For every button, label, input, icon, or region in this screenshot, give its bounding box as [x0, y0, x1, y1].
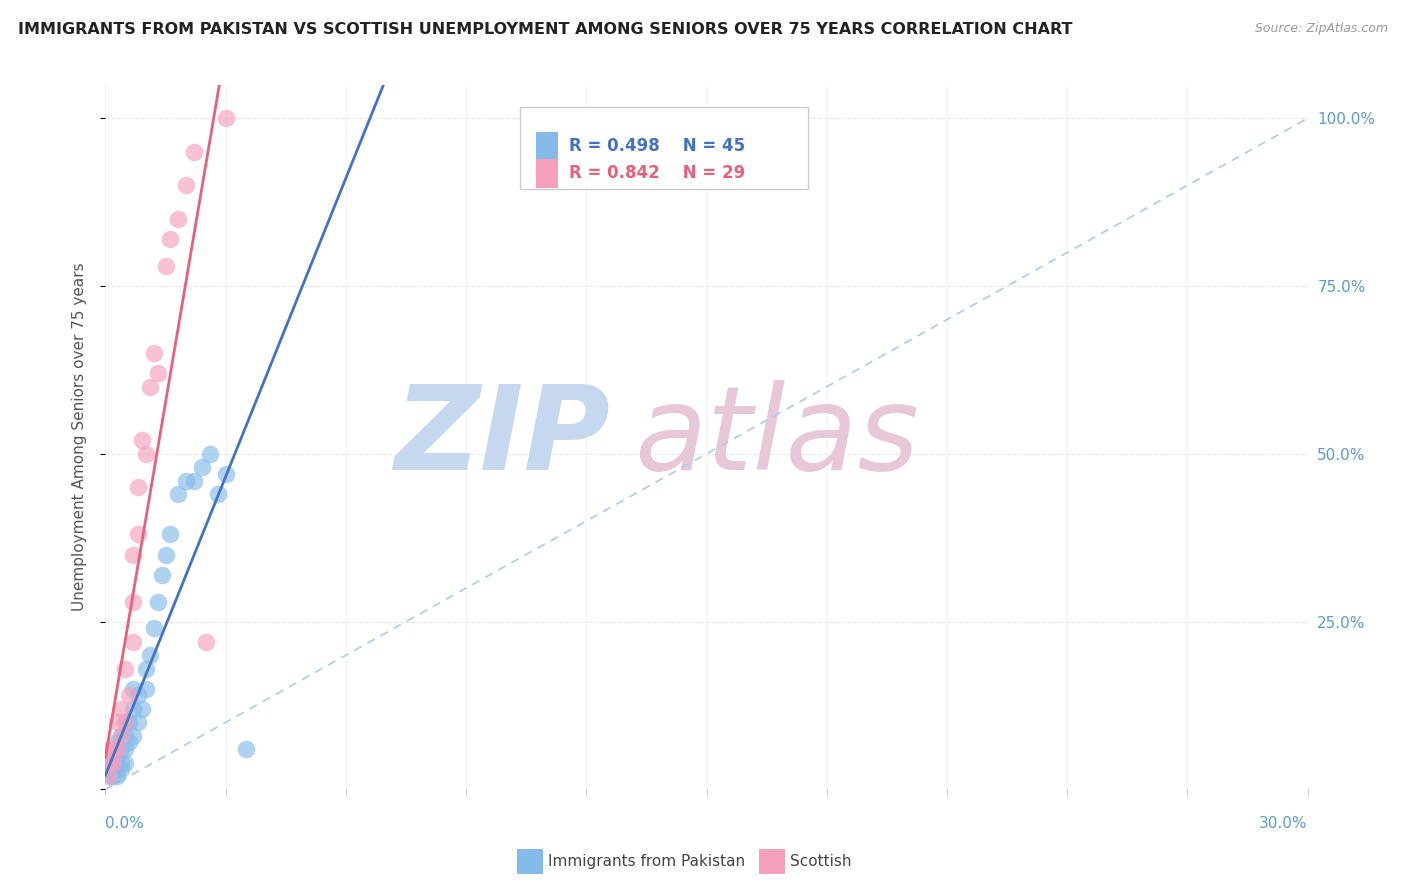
- Point: [98, 742, 121, 756]
- Point: [198, 447, 221, 461]
- Point: [103, 756, 125, 770]
- Point: [122, 702, 145, 716]
- Point: [103, 742, 125, 756]
- Y-axis label: Unemployment Among Seniors over 75 years: Unemployment Among Seniors over 75 years: [72, 263, 87, 611]
- Text: 30.0%: 30.0%: [1260, 816, 1308, 830]
- Point: [114, 715, 136, 730]
- Point: [142, 621, 165, 635]
- Text: ZIP: ZIP: [394, 380, 610, 494]
- Point: [142, 346, 165, 360]
- Point: [103, 756, 125, 770]
- Point: [103, 748, 125, 763]
- Point: [135, 447, 157, 461]
- Point: [122, 594, 145, 608]
- Text: Immigrants from Pakistan: Immigrants from Pakistan: [548, 855, 745, 869]
- Text: R = 0.498    N = 45: R = 0.498 N = 45: [569, 137, 745, 155]
- Point: [159, 232, 181, 246]
- Point: [138, 648, 160, 663]
- Point: [183, 145, 205, 159]
- Point: [207, 487, 229, 501]
- Point: [110, 729, 132, 743]
- Point: [131, 702, 153, 716]
- Point: [114, 742, 136, 756]
- Point: [110, 702, 132, 716]
- Point: [174, 474, 197, 488]
- Point: [214, 467, 236, 481]
- Point: [127, 480, 149, 494]
- Point: [146, 367, 169, 381]
- Point: [122, 729, 145, 743]
- Text: 0.0%: 0.0%: [105, 816, 145, 830]
- Point: [107, 735, 129, 749]
- Point: [138, 380, 160, 394]
- Point: [110, 756, 132, 770]
- Point: [118, 689, 141, 703]
- Point: [107, 756, 129, 770]
- Text: R = 0.842    N = 29: R = 0.842 N = 29: [569, 164, 745, 182]
- Point: [174, 178, 197, 193]
- Point: [127, 715, 149, 730]
- Point: [107, 715, 129, 730]
- Point: [166, 211, 188, 226]
- Text: IMMIGRANTS FROM PAKISTAN VS SCOTTISH UNEMPLOYMENT AMONG SENIORS OVER 75 YEARS CO: IMMIGRANTS FROM PAKISTAN VS SCOTTISH UNE…: [18, 22, 1073, 37]
- Point: [166, 487, 188, 501]
- Point: [183, 474, 205, 488]
- Point: [235, 742, 257, 756]
- Point: [114, 662, 136, 676]
- Point: [118, 715, 141, 730]
- Point: [110, 742, 132, 756]
- Point: [110, 729, 132, 743]
- Point: [135, 662, 157, 676]
- Point: [155, 259, 177, 273]
- Point: [98, 762, 121, 776]
- Point: [107, 748, 129, 763]
- Point: [122, 681, 145, 696]
- Point: [131, 434, 153, 448]
- Point: [135, 681, 157, 696]
- Point: [107, 762, 129, 776]
- Point: [103, 742, 125, 756]
- Point: [114, 715, 136, 730]
- Text: Scottish: Scottish: [790, 855, 852, 869]
- Text: Source: ZipAtlas.com: Source: ZipAtlas.com: [1254, 22, 1388, 36]
- Point: [146, 594, 169, 608]
- Point: [110, 762, 132, 776]
- Point: [98, 769, 121, 783]
- Point: [107, 769, 129, 783]
- Point: [103, 762, 125, 776]
- Point: [150, 567, 173, 582]
- Point: [127, 689, 149, 703]
- Point: [214, 112, 236, 126]
- Point: [107, 742, 129, 756]
- Point: [127, 527, 149, 541]
- Point: [118, 735, 141, 749]
- Point: [98, 769, 121, 783]
- Point: [114, 756, 136, 770]
- Point: [103, 769, 125, 783]
- Text: atlas: atlas: [634, 380, 920, 494]
- Point: [155, 548, 177, 562]
- Point: [159, 527, 181, 541]
- Point: [98, 756, 121, 770]
- Point: [122, 634, 145, 648]
- Point: [190, 460, 212, 475]
- Point: [122, 548, 145, 562]
- Point: [194, 634, 217, 648]
- Point: [114, 729, 136, 743]
- Point: [98, 756, 121, 770]
